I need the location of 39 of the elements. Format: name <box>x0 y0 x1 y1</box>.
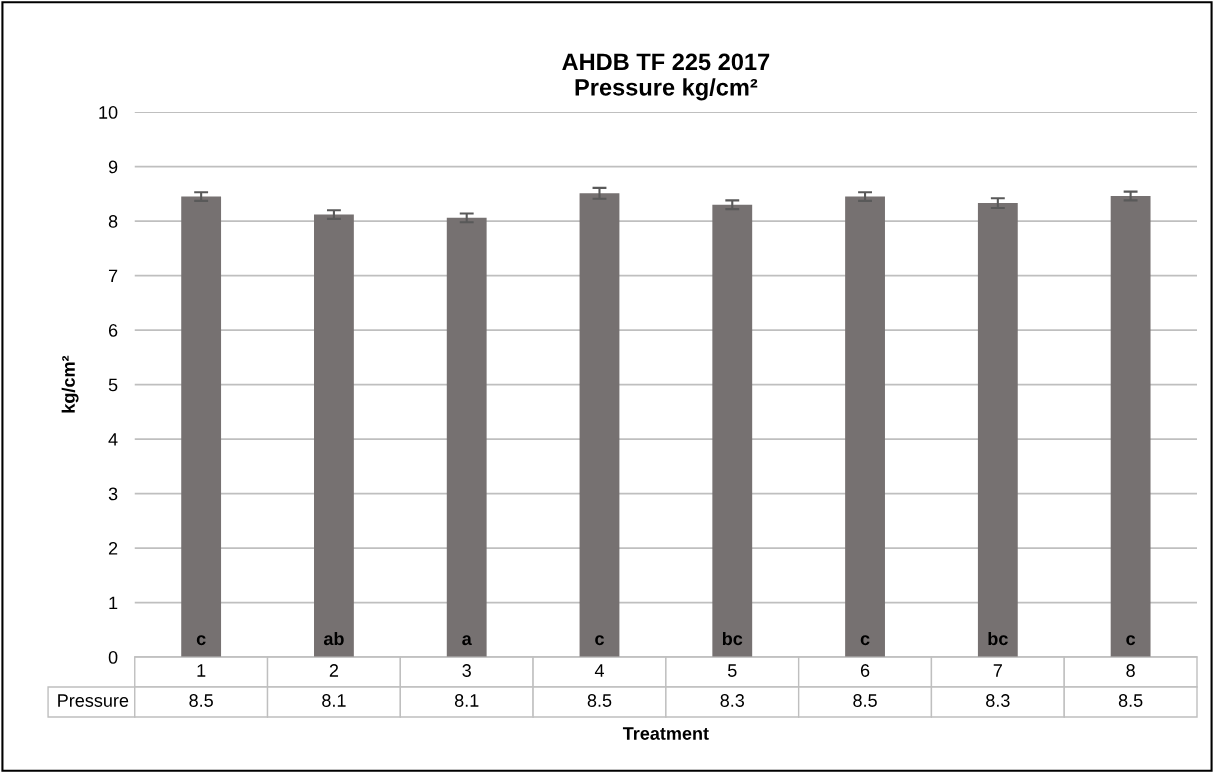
data-label: 8.5 <box>587 694 612 707</box>
x-tick-label: 8 <box>1126 664 1135 677</box>
x-tick-label: 3 <box>462 664 471 677</box>
annotation: c <box>860 635 870 646</box>
y-tick-label: 9 <box>108 160 118 174</box>
x-tick-label: 7 <box>993 664 1002 677</box>
text: Pressure <box>58 694 129 707</box>
y-tick-label: 3 <box>108 487 118 501</box>
annotation: bc <box>988 631 1008 646</box>
data-label: 8.5 <box>189 694 213 707</box>
annotation: ab <box>323 631 344 646</box>
x-tick-label: 4 <box>594 664 604 677</box>
y-tick-label: 10 <box>99 106 118 119</box>
y-tick-label: 4 <box>108 433 118 446</box>
annotation: c <box>595 635 604 646</box>
y-axis-title: kg/cm² <box>61 355 79 413</box>
x-tick-label: 1 <box>197 664 206 677</box>
data-label: 8.1 <box>322 694 346 707</box>
y-tick-label: 8 <box>108 215 118 228</box>
annotation: c <box>1126 635 1136 646</box>
x-tick-label: 5 <box>727 664 737 677</box>
y-tick-label: 5 <box>108 378 118 392</box>
y-tick-label: 6 <box>108 324 118 337</box>
y-tick-label: 0 <box>108 650 118 664</box>
x-tick-label: 2 <box>329 664 339 677</box>
data-label: 8.3 <box>720 694 745 707</box>
data-label: 8.3 <box>986 694 1010 707</box>
x-tick-label: 6 <box>860 664 870 677</box>
data-label: 8.1 <box>454 694 479 707</box>
data-label: 8.5 <box>1118 694 1143 707</box>
annotation: a <box>462 635 472 646</box>
annotation: c <box>196 635 206 646</box>
y-tick-label: 1 <box>109 596 118 610</box>
x-axis-title: Treatment <box>622 727 709 740</box>
chart-title: AHDB TF 225 2017 Pressure kg/cm² <box>562 53 770 101</box>
y-tick-label: 7 <box>108 269 118 283</box>
y-tick-label: 2 <box>108 541 118 555</box>
annotation: bc <box>722 631 743 646</box>
data-label: 8.5 <box>853 694 877 707</box>
